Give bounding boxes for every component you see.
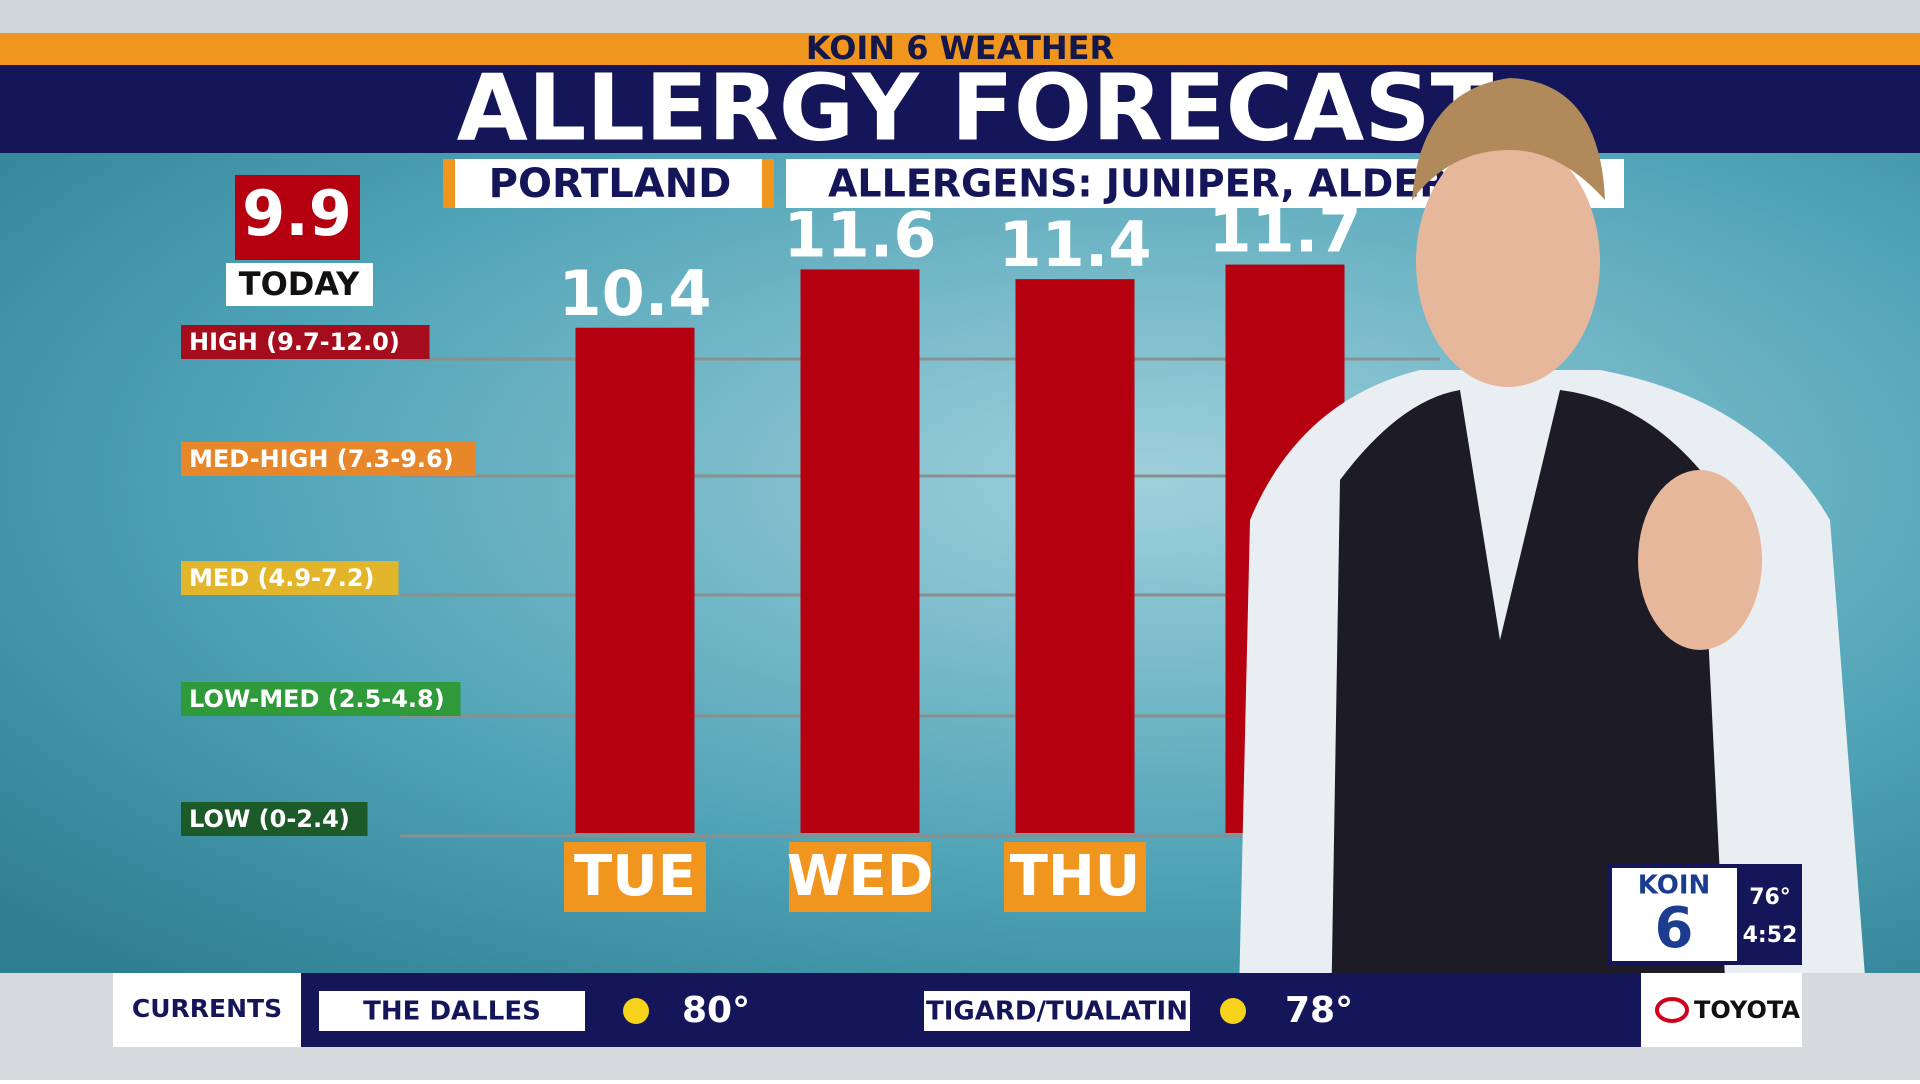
level-label: HIGH (9.7-12.0) xyxy=(189,328,400,356)
level-label: MED (4.9-7.2) xyxy=(189,564,374,592)
level-box xyxy=(181,682,461,716)
level-box xyxy=(181,325,430,359)
title-band xyxy=(0,65,1920,153)
day-box xyxy=(564,842,706,912)
x-tick-label: WED xyxy=(787,844,934,909)
sponsor: TOYOTA xyxy=(1694,996,1800,1024)
head xyxy=(1416,137,1600,387)
hand xyxy=(1638,470,1762,650)
accent xyxy=(443,159,455,208)
logo-channel: 6 xyxy=(1655,896,1694,961)
value-label: 10.4 xyxy=(559,257,712,330)
today-box xyxy=(235,175,360,260)
place: TIGARD/TUALATIN xyxy=(926,997,1188,1027)
today-label: TODAY xyxy=(239,265,360,303)
value-label: 11.4 xyxy=(999,208,1152,281)
level-label: LOW (0-2.4) xyxy=(189,805,350,833)
location: PORTLAND xyxy=(489,161,732,207)
logo-time: 4:52 xyxy=(1743,923,1798,948)
x-tick-label: THU xyxy=(1010,844,1141,909)
logo-temp: 76° xyxy=(1749,885,1791,910)
today-label-box xyxy=(226,263,373,306)
sun-icon xyxy=(1220,998,1246,1024)
allergens: ALLERGENS: JUNIPER, ALDER xyxy=(828,162,1449,206)
title: ALLERGY FORECAST xyxy=(457,54,1494,161)
level-box xyxy=(181,442,476,476)
ticker-label: CURRENTS xyxy=(132,994,282,1023)
temp: 78° xyxy=(1285,990,1353,1031)
sun-icon xyxy=(623,998,649,1024)
temp: 80° xyxy=(682,990,750,1031)
day-box xyxy=(789,842,931,912)
ticker-label-box xyxy=(113,973,301,1047)
x-tick-label: TUE xyxy=(574,844,696,909)
bar xyxy=(800,269,920,833)
bar xyxy=(575,327,695,833)
level-box xyxy=(181,802,368,836)
accent xyxy=(762,159,774,208)
level-label: LOW-MED (2.5-4.8) xyxy=(189,685,445,713)
place-box xyxy=(924,991,1190,1031)
location-box xyxy=(443,159,774,208)
value-label: 11.6 xyxy=(784,199,937,272)
sponsor-box xyxy=(1641,973,1802,1047)
value-label: 11.7 xyxy=(1209,194,1362,267)
today-value: 9.9 xyxy=(242,177,352,250)
place-box xyxy=(319,991,585,1031)
network-band xyxy=(0,33,1920,65)
level-box xyxy=(181,561,399,595)
level-label: MED-HIGH (7.3-9.6) xyxy=(189,445,454,473)
hair xyxy=(1412,78,1605,200)
place: THE DALLES xyxy=(363,997,541,1027)
logo-panel xyxy=(1612,868,1737,961)
network: KOIN 6 WEATHER xyxy=(806,29,1114,67)
logo-name: KOIN xyxy=(1638,871,1711,901)
sponsor-logo xyxy=(1655,997,1689,1023)
day-box xyxy=(1004,842,1146,912)
bar xyxy=(1015,279,1135,833)
